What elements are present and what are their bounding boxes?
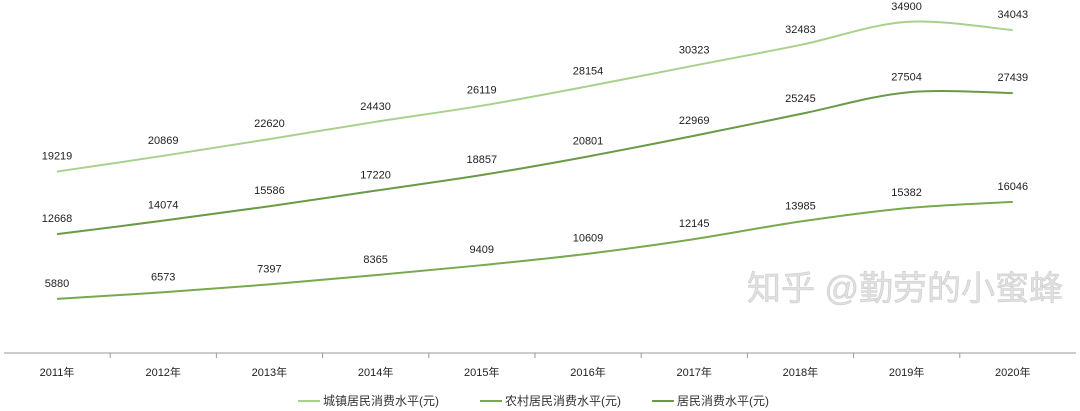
data-label: 10609 bbox=[573, 233, 604, 245]
data-label: 24430 bbox=[360, 101, 391, 113]
x-tick-label: 2019年 bbox=[889, 365, 924, 379]
x-tick-label: 2013年 bbox=[252, 365, 287, 379]
data-label: 6573 bbox=[151, 271, 175, 283]
data-label: 19219 bbox=[42, 151, 73, 163]
x-tick-label: 2016年 bbox=[570, 365, 605, 379]
data-label: 15586 bbox=[254, 185, 285, 197]
data-label: 20801 bbox=[573, 135, 604, 147]
legend-label: 城镇居民消费水平(元) bbox=[323, 394, 439, 408]
legend-label: 农村居民消费水平(元) bbox=[505, 394, 621, 408]
series-line bbox=[56, 20, 1013, 173]
data-label: 13985 bbox=[785, 201, 816, 213]
data-label: 12145 bbox=[679, 218, 710, 230]
data-label: 15382 bbox=[891, 187, 922, 199]
data-label: 16046 bbox=[998, 181, 1029, 193]
watermark: 知乎 @勤劳的小蜜蜂 bbox=[747, 270, 1063, 308]
x-tick-label: 2015年 bbox=[464, 365, 499, 379]
data-label: 8365 bbox=[363, 254, 387, 266]
data-label: 12668 bbox=[42, 213, 73, 225]
x-tick-label: 2012年 bbox=[145, 365, 180, 379]
data-label: 22620 bbox=[254, 118, 285, 130]
data-label: 25245 bbox=[785, 93, 816, 105]
legend-label: 居民消费水平(元) bbox=[677, 394, 769, 408]
data-label: 20869 bbox=[148, 135, 179, 147]
data-label: 22969 bbox=[679, 115, 710, 127]
data-label: 5880 bbox=[45, 278, 69, 290]
data-label: 28154 bbox=[573, 65, 604, 77]
x-tick-label: 2017年 bbox=[676, 365, 711, 379]
series-line bbox=[56, 200, 1013, 300]
x-tick-label: 2018年 bbox=[783, 365, 818, 379]
data-label: 9409 bbox=[470, 244, 494, 256]
x-tick-label: 2020年 bbox=[995, 365, 1030, 379]
data-label: 34043 bbox=[998, 9, 1029, 21]
data-label: 26119 bbox=[467, 85, 497, 97]
x-tick-label: 2014年 bbox=[358, 365, 393, 379]
series-line bbox=[56, 90, 1013, 236]
data-label: 32483 bbox=[785, 24, 816, 36]
data-label: 18857 bbox=[467, 154, 498, 166]
data-label: 30323 bbox=[679, 45, 710, 57]
data-label: 7397 bbox=[257, 263, 281, 275]
data-label: 17220 bbox=[360, 170, 391, 182]
data-label: 27504 bbox=[891, 71, 922, 83]
data-label: 14074 bbox=[148, 200, 179, 212]
data-label: 27439 bbox=[998, 72, 1029, 84]
x-tick-label: 2011年 bbox=[40, 365, 75, 379]
data-label: 34900 bbox=[891, 1, 922, 13]
